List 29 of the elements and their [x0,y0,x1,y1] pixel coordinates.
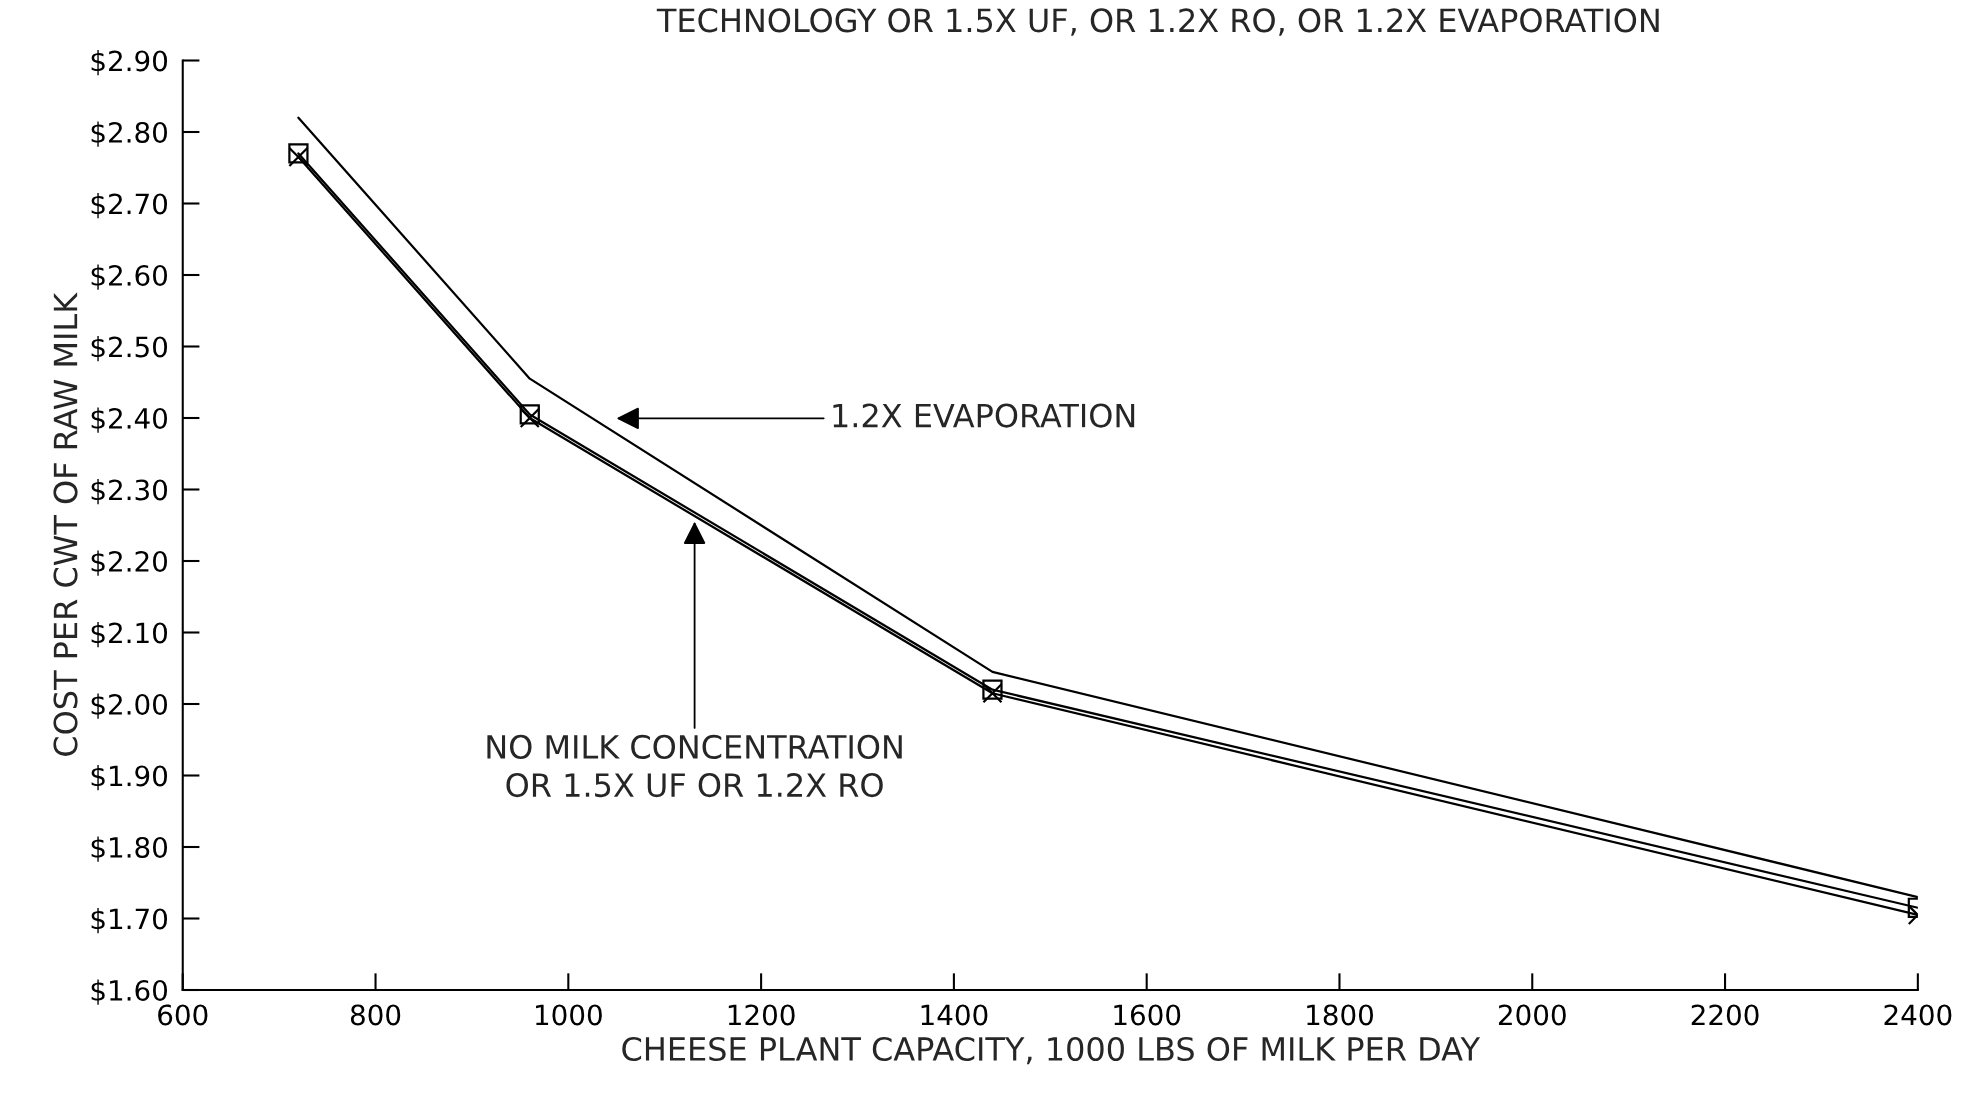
x-axis-title: CHEESE PLANT CAPACITY, 1000 LBS OF MILK PER DAY [622,1036,1481,1065]
x-tick-label: 1600 [1114,1004,1181,1026]
x-tick-label: 2200 [1691,1004,1759,1026]
y-tick-label: $2.80 [91,121,168,147]
x-tick-label: 600 [158,1004,208,1026]
y-tick-label: $2.70 [91,192,168,219]
x-tick-label: 2000 [1498,1004,1566,1026]
y-tick-label: $1.60 [91,979,168,1005]
y-tick-label: $1.90 [91,764,168,791]
annotation: NO MILK CONCENTRATION OR 1.5X UF OR 1.2X RO [487,734,902,798]
y-tick-label: $2.20 [91,550,168,576]
x-tick-label: 2400 [1884,1004,1952,1026]
y-axis-title: COST PER CWT OF RAW MILK [53,292,78,756]
x-tick-label: 1400 [921,1004,988,1026]
x-tick-label: 1000 [536,1004,602,1026]
x-tick-label: 1800 [1307,1004,1373,1026]
x-tick-label: 1200 [728,1004,795,1026]
x-tick-label: 800 [350,1004,401,1026]
y-tick-label: $2.30 [91,478,168,505]
y-tick-label: $2.00 [91,693,168,719]
y-tick-label: $2.10 [91,621,168,648]
chart-title: TECHNOLOGY OR 1.5X UF, OR 1.2X RO, OR 1.2X EVAPORATION [656,8,1659,36]
y-tick-label: $2.90 [91,49,168,76]
annotation: 1.2X EVAPORATION [833,403,1135,428]
y-tick-label: $1.70 [91,907,168,934]
y-tick-label: $1.80 [91,836,168,862]
y-tick-label: $2.50 [91,335,168,362]
y-tick-label: $2.40 [91,407,168,433]
y-tick-label: $2.60 [91,264,168,290]
